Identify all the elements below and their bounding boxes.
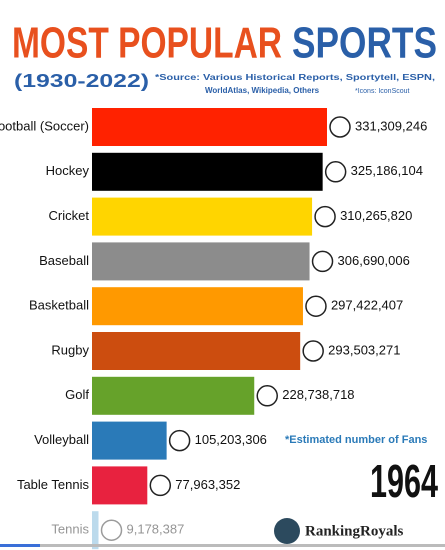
icon — [329, 116, 351, 138]
category-label: Volleyball — [34, 432, 89, 447]
icon — [305, 295, 327, 317]
icon — [149, 474, 172, 497]
bar — [92, 332, 301, 370]
progress-bar[interactable] — [0, 544, 40, 547]
bar — [92, 197, 313, 236]
value-label: 77,963,352 — [175, 477, 240, 492]
subtitle: (1930-2022) — [14, 71, 149, 91]
value-label: 228,738,718 — [282, 387, 354, 402]
chart-title: MOST POPULAR — [12, 19, 282, 68]
icon — [314, 205, 336, 228]
category-label: Hockey — [46, 163, 90, 178]
progress-track[interactable] — [0, 544, 445, 547]
bar — [92, 242, 310, 281]
chart-title: SPORTS — [292, 19, 437, 68]
icons-credit: *Icons: IconScout — [355, 88, 410, 95]
bar — [92, 108, 327, 146]
value-label: 331,309,246 — [355, 118, 427, 133]
icon — [311, 250, 334, 273]
value-label: 297,422,407 — [331, 298, 403, 313]
category-label: Basketball — [29, 298, 89, 313]
bar — [92, 466, 148, 505]
value-label: 306,690,006 — [338, 253, 410, 268]
category-label: Table Tennis — [17, 477, 90, 492]
category-label: Golf — [65, 387, 89, 402]
category-label: Rugby — [51, 342, 89, 357]
category-label: Football (Soccer) — [0, 118, 89, 133]
note: *Estimated number of Fans — [285, 434, 427, 446]
icon — [256, 385, 278, 407]
icon — [168, 429, 191, 452]
bar — [92, 421, 167, 460]
bar — [92, 376, 255, 415]
value-label: 293,503,271 — [328, 342, 400, 357]
value-label: 105,203,306 — [195, 432, 267, 447]
category-label: Baseball — [39, 253, 89, 268]
icon — [324, 161, 347, 183]
year: 1964 — [370, 455, 438, 507]
source: WorldAtlas, Wikipedia, Others — [205, 86, 320, 95]
video-overlay — [0, 508, 445, 550]
category-label: Cricket — [49, 208, 90, 223]
brand-logo — [274, 518, 300, 544]
bar — [92, 152, 323, 191]
source: *Source: Various Historical Reports, Spo… — [155, 73, 435, 82]
value-label: 310,265,820 — [340, 208, 412, 223]
value-label: 325,186,104 — [351, 163, 423, 178]
icon — [302, 340, 324, 362]
bar — [92, 287, 303, 326]
brand: RankingRoyals — [305, 523, 404, 539]
